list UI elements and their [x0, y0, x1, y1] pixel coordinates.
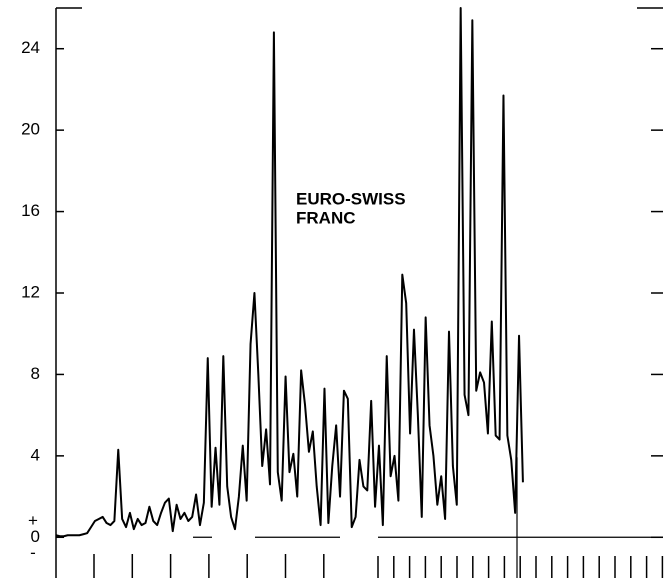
sign-label: +: [28, 511, 38, 530]
y-tick-label: 12: [21, 282, 40, 301]
y-tick-label: 24: [21, 38, 40, 57]
y-tick-label: 0: [31, 527, 40, 546]
y-tick-label: 4: [31, 445, 40, 464]
y-tick-label: 16: [21, 201, 40, 220]
y-tick-label: 8: [31, 364, 40, 383]
sign-label: -: [30, 543, 36, 562]
data-line: [55, 7, 524, 538]
y-tick-label: 20: [21, 120, 40, 139]
annotation: FRANC: [296, 208, 356, 227]
annotation: EURO-SWISS: [296, 189, 406, 208]
